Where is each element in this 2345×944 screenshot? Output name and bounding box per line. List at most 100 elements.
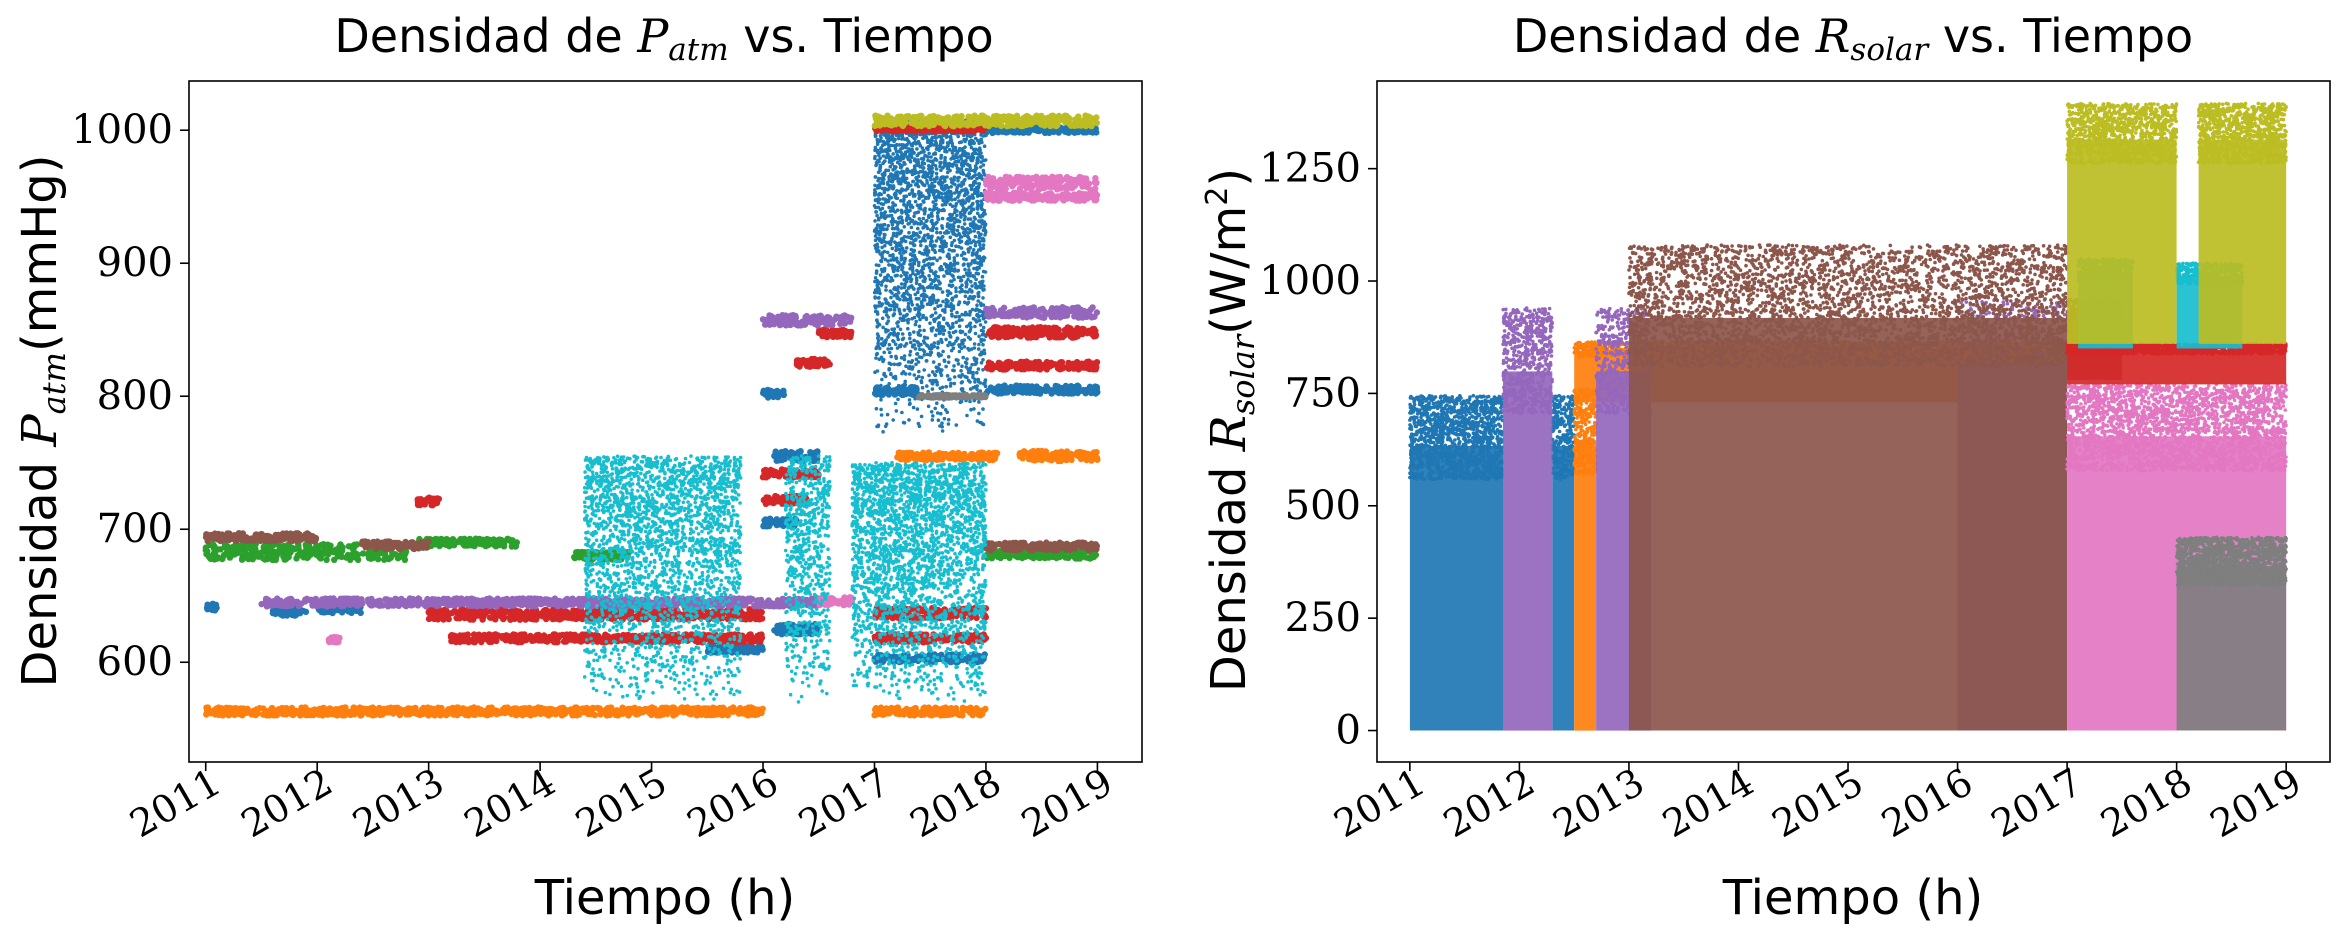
data-point — [776, 451, 784, 458]
data-point — [911, 343, 915, 348]
data-point — [922, 212, 927, 216]
data-point — [881, 174, 886, 179]
data-point — [903, 256, 907, 261]
data-point — [939, 153, 944, 158]
data-point — [428, 710, 435, 717]
data-point — [920, 375, 925, 380]
data-point — [976, 230, 981, 235]
data-point — [886, 259, 890, 263]
data-point — [889, 195, 893, 200]
data-point — [958, 375, 963, 379]
data-point — [949, 308, 954, 313]
data-point — [878, 237, 882, 242]
data-point — [954, 294, 959, 298]
data-point — [875, 142, 880, 146]
data-point — [898, 312, 903, 316]
data-point — [982, 144, 987, 148]
data-point — [912, 315, 917, 320]
data-point — [953, 329, 958, 334]
data-point — [909, 709, 916, 717]
data-point — [943, 155, 947, 160]
data-point — [885, 250, 890, 255]
data-point — [968, 321, 973, 326]
data-point — [915, 313, 920, 317]
data-point — [946, 355, 951, 359]
data-point — [910, 143, 915, 148]
data-point — [982, 256, 987, 260]
data-point — [949, 243, 954, 248]
data-point — [901, 174, 906, 178]
data-point — [884, 288, 888, 292]
data-point — [928, 143, 933, 147]
data-point — [960, 388, 964, 393]
data-point — [918, 317, 922, 322]
data-point — [942, 358, 947, 363]
data-point — [891, 231, 896, 236]
data-point — [930, 218, 934, 223]
data-point — [961, 355, 965, 360]
data-point — [976, 379, 981, 384]
data-point — [919, 194, 923, 199]
data-point — [396, 711, 403, 719]
data-point — [214, 709, 222, 716]
data-point — [953, 204, 958, 208]
data-point — [933, 164, 938, 168]
data-point — [950, 180, 954, 184]
data-point — [890, 158, 894, 163]
data-point — [896, 383, 901, 388]
data-point — [879, 383, 883, 388]
data-point — [898, 388, 902, 392]
data-point — [250, 707, 257, 715]
data-point — [921, 216, 926, 221]
data-point — [1058, 450, 1065, 457]
data-point — [972, 342, 977, 346]
data-point — [981, 325, 986, 330]
data-point — [947, 216, 951, 221]
data-point — [731, 707, 739, 714]
data-point — [678, 704, 686, 711]
data-point — [931, 143, 936, 147]
data-point — [927, 215, 931, 219]
data-point — [968, 217, 973, 221]
data-point — [982, 348, 986, 353]
data-point — [954, 244, 958, 248]
data-point — [975, 255, 980, 260]
data-point — [773, 516, 780, 523]
data-point — [525, 704, 533, 712]
data-point — [961, 172, 966, 176]
data-point — [977, 285, 982, 289]
data-point — [748, 707, 755, 714]
data-point — [961, 263, 966, 267]
data-point — [895, 334, 900, 339]
data-point — [960, 312, 964, 317]
data-point — [886, 315, 891, 319]
data-point — [980, 313, 984, 318]
data-point — [403, 708, 411, 715]
data-point — [934, 239, 939, 243]
data-point — [945, 410, 949, 415]
data-point — [971, 168, 976, 173]
data-point — [977, 182, 982, 186]
data-point — [981, 329, 985, 334]
data-point — [906, 139, 911, 144]
data-point — [923, 206, 927, 211]
data-point — [970, 362, 974, 367]
data-point — [931, 360, 936, 364]
data-point — [887, 333, 892, 337]
data-point — [228, 710, 235, 718]
data-point — [932, 711, 939, 718]
data-point — [880, 316, 885, 321]
data-point — [897, 143, 902, 147]
data-point — [904, 246, 909, 250]
data-point — [933, 406, 937, 411]
data-point — [981, 246, 985, 250]
data-point — [884, 329, 888, 334]
data-point — [1023, 389, 1030, 396]
data-point — [972, 147, 976, 152]
data-point — [878, 163, 883, 168]
data-point — [916, 307, 920, 311]
data-point — [891, 418, 895, 422]
data-point — [952, 227, 956, 232]
data-point — [925, 285, 930, 290]
data-point — [963, 332, 968, 337]
